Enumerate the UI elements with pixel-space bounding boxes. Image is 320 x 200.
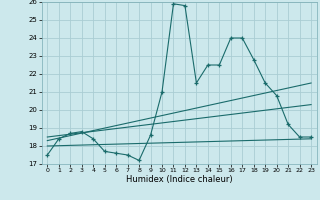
X-axis label: Humidex (Indice chaleur): Humidex (Indice chaleur): [126, 175, 233, 184]
